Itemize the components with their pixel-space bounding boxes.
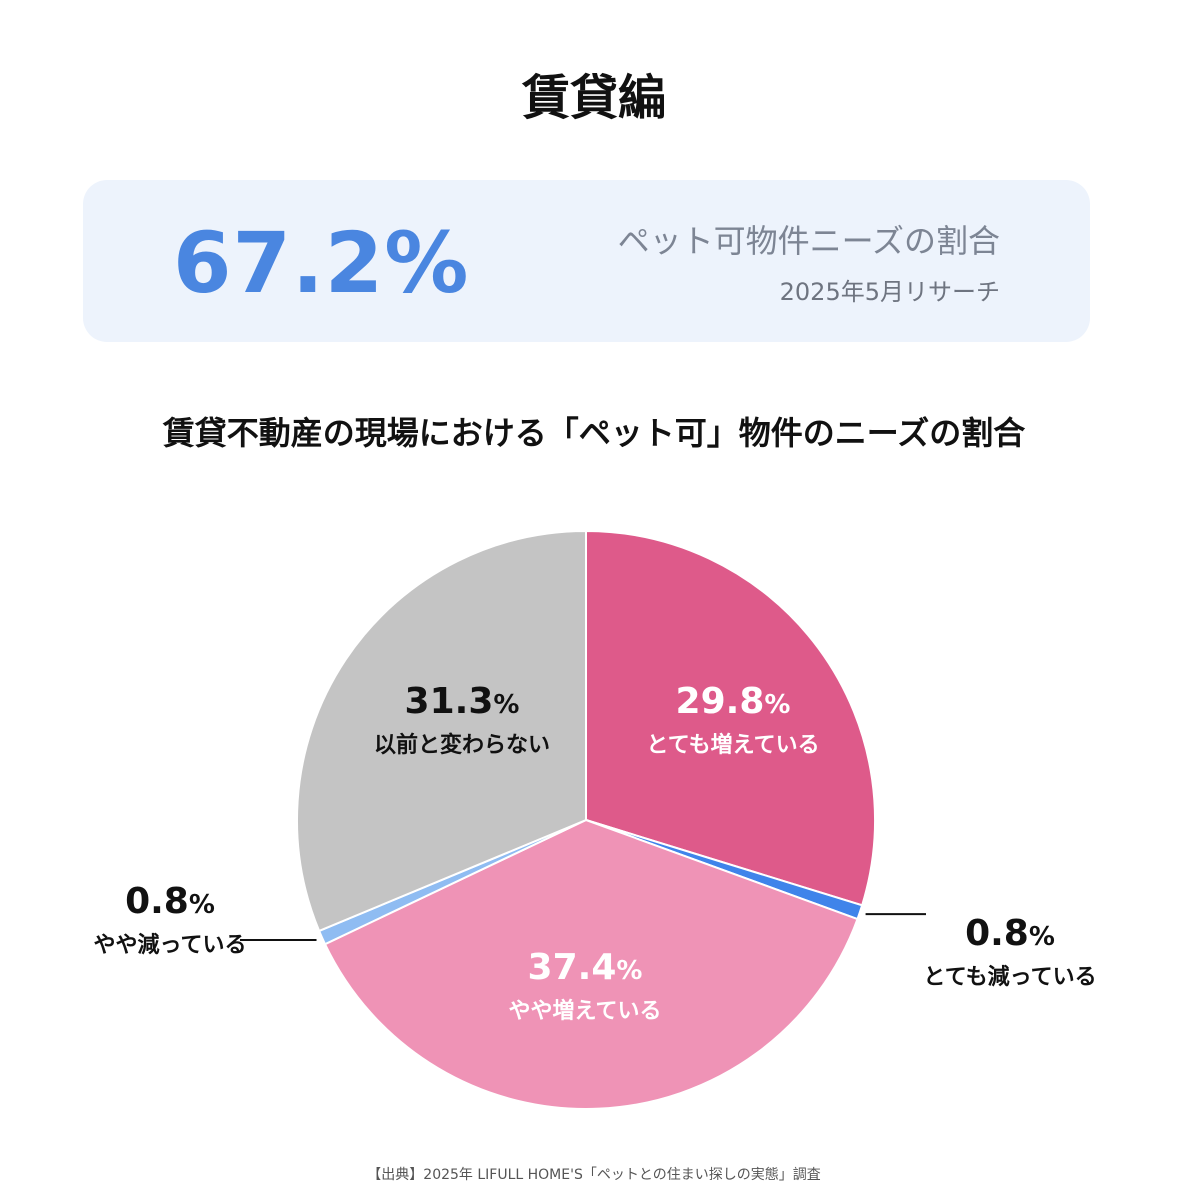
slice-value: 37.4 — [527, 947, 617, 988]
slice-value: 29.8 — [675, 681, 765, 722]
slice-category: 以前と変わらない — [373, 733, 551, 758]
percent-unit: % — [493, 690, 520, 720]
summary-label: ペット可物件ニーズの割合 — [617, 222, 1000, 260]
slice-label-unchanged: 31.3% 以前と変わらない — [374, 680, 550, 761]
page-title: 賃貸編 — [521, 70, 666, 126]
slice-label-somewhat-increased: 37.4% やや増えている — [509, 946, 662, 1027]
slice-value: 0.8 — [965, 913, 1029, 954]
slice-unchanged — [296, 529, 587, 933]
slice-value: 0.8 — [125, 881, 189, 922]
summary-value: 67.2% — [173, 214, 470, 312]
slice-very-increased — [585, 529, 876, 907]
percent-unit: % — [188, 890, 215, 920]
percent-unit: % — [1028, 922, 1055, 952]
slice-category: やや減っている — [93, 933, 247, 958]
slice-value: 31.3 — [404, 681, 494, 722]
slice-label-very-increased: 29.8% とても増えている — [646, 680, 819, 761]
chart-title: 賃貸不動産の現場における「ペット可」物件のニーズの割合 — [162, 414, 1026, 452]
summary-card: 67.2% ペット可物件ニーズの割合 2025年5月リサーチ — [83, 180, 1090, 342]
slice-category: やや増えている — [508, 999, 662, 1024]
percent-unit: % — [764, 690, 791, 720]
slice-category: とても減っている — [923, 965, 1097, 990]
slice-category: とても増えている — [646, 733, 820, 758]
slice-label-very-decreased: 0.8% とても減っている — [923, 912, 1096, 993]
slice-label-somewhat-decreased: 0.8% やや減っている — [94, 880, 247, 961]
summary-date: 2025年5月リサーチ — [779, 278, 1000, 306]
slice-somewhat-increased — [323, 818, 859, 1110]
percent-unit: % — [616, 956, 643, 986]
source-note: 【出典】2025年 LIFULL HOME'S「ペットとの住まい探しの実態」調査 — [367, 1167, 821, 1183]
